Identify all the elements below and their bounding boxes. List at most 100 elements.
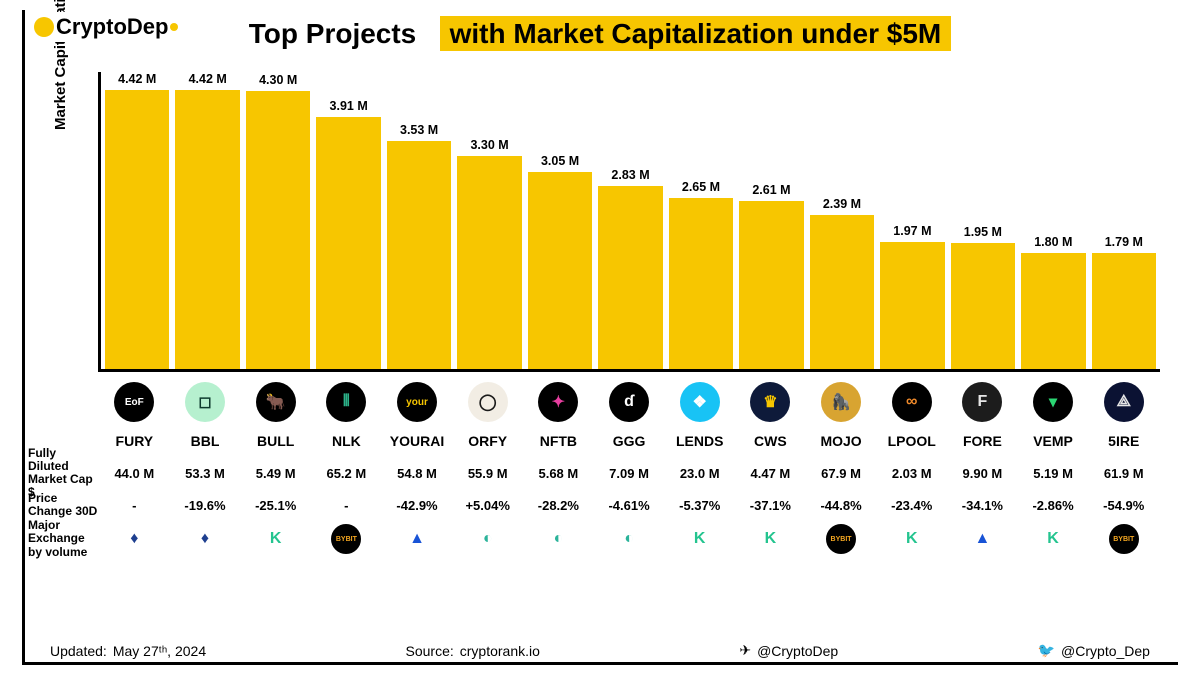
change-cell: -5.37% [667, 498, 732, 513]
project-icon: ⫴ [326, 382, 366, 422]
fdmc-cell: 54.8 M [385, 466, 450, 481]
fdmc-cell: 23.0 M [667, 466, 732, 481]
ticker-cell: GGG [597, 433, 662, 449]
bar-column: 3.05 M [528, 72, 592, 369]
bar-column: 4.30 M [246, 72, 310, 369]
exchange-row: ♦♦KBYBIT▲◐◐◐KKBYBITK▲KBYBIT [98, 524, 1160, 554]
source-value: cryptorank.io [460, 643, 540, 659]
telegram-icon: ✈ [739, 642, 751, 659]
bar-column: 2.83 M [598, 72, 662, 369]
exchange-cell: ▲ [950, 524, 1015, 554]
bar [175, 90, 239, 369]
bar [880, 242, 944, 369]
project-icon-cell: 🦍 [809, 382, 874, 422]
change-cell: -44.8% [809, 498, 874, 513]
ticker-cell: LENDS [667, 433, 732, 449]
telegram-handle: @CryptoDep [757, 643, 838, 659]
ticker-cell: CWS [738, 433, 803, 449]
project-icon-cell: ⫴ [314, 382, 379, 422]
project-icon-cell: EoF [102, 382, 167, 422]
ticker-cell: MOJO [809, 433, 874, 449]
project-icon: ∞ [892, 382, 932, 422]
change-cell: - [314, 498, 379, 513]
twitter-icon: 🐦 [1038, 642, 1055, 659]
updated-value: May 27ᵗʰ, 2024 [113, 643, 206, 659]
project-icon-cell: ⟁ [1091, 382, 1156, 422]
change-cell: -37.1% [738, 498, 803, 513]
project-icon-cell: ∞ [879, 382, 944, 422]
bar-value-label: 1.79 M [1105, 235, 1143, 249]
bar-chart: 4.42 M 4.42 M 4.30 M 3.91 M 3.53 M 3.30 M3.05… [98, 72, 1160, 372]
change-cell: +5.04% [455, 498, 520, 513]
bar [810, 215, 874, 369]
project-icon: 🦍 [821, 382, 861, 422]
bar-column: 4.42 M [175, 72, 239, 369]
exchange-icon: ◐ [473, 524, 503, 554]
project-icon: ⟁ [1104, 382, 1144, 422]
ticker-cell: NLK [314, 433, 379, 449]
bar-value-label: 1.97 M [893, 224, 931, 238]
exchange-icon: BYBIT [826, 524, 856, 554]
exchange-header: Major Exchange by volume [28, 519, 98, 559]
ticker-cell: BULL [243, 433, 308, 449]
bar-column: 3.30 M [457, 72, 521, 369]
exchange-icon: K [261, 524, 291, 554]
fdmc-cell: 65.2 M [314, 466, 379, 481]
change-cell: -54.9% [1091, 498, 1156, 513]
change-row: --19.6%-25.1%--42.9%+5.04%-28.2%-4.61%-5… [98, 498, 1160, 513]
ticker-cell: ORFY [455, 433, 520, 449]
bar-value-label: 4.42 M [118, 72, 156, 86]
project-icon: EoF [114, 382, 154, 422]
bar-value-label: 3.91 M [330, 99, 368, 113]
bar [669, 198, 733, 369]
exchange-icon: ▲ [967, 524, 997, 554]
project-icon: ✦ [538, 382, 578, 422]
exchange-cell: ♦ [173, 524, 238, 554]
fdmc-cell: 5.19 M [1021, 466, 1086, 481]
ticker-cell: BBL [173, 433, 238, 449]
project-icon-cell: ◻ [173, 382, 238, 422]
exchange-icon: ♦ [119, 524, 149, 554]
exchange-cell: ◐ [597, 524, 662, 554]
bar [387, 141, 451, 369]
exchange-cell: BYBIT [809, 524, 874, 554]
exchange-icon: K [1038, 524, 1068, 554]
project-icons-row: EoF◻🐂⫴your◯✦ɗ❖♛🦍∞F▾⟁ [98, 382, 1160, 422]
telegram-block: ✈ @CryptoDep [739, 642, 838, 659]
bar [951, 243, 1015, 369]
fdmc-cell: 67.9 M [809, 466, 874, 481]
title-part2: with Market Capitalization under $5M [440, 16, 952, 51]
bar [105, 90, 169, 369]
fdmc-cell: 61.9 M [1091, 466, 1156, 481]
bar-column: 1.95 M [951, 72, 1015, 369]
title-part1: Top Projects [249, 18, 417, 49]
bar-value-label: 1.80 M [1034, 235, 1072, 249]
exchange-cell: K [667, 524, 732, 554]
fdmc-cell: 4.47 M [738, 466, 803, 481]
ticker-cell: FORE [950, 433, 1015, 449]
change-cell: -23.4% [879, 498, 944, 513]
bar [316, 117, 380, 369]
project-icon-cell: ◯ [455, 382, 520, 422]
fdmc-cell: 2.03 M [879, 466, 944, 481]
brand-logo: CryptoDep [28, 12, 184, 42]
updated-label: Updated: [50, 643, 107, 659]
change-cell: -25.1% [243, 498, 308, 513]
fdmc-cell: 9.90 M [950, 466, 1015, 481]
bar-value-label: 4.42 M [189, 72, 227, 86]
change-cell: -2.86% [1021, 498, 1086, 513]
bar [1092, 253, 1156, 369]
bar [739, 201, 803, 370]
exchange-cell: K [243, 524, 308, 554]
bar-value-label: 3.53 M [400, 123, 438, 137]
source-block: Source: cryptorank.io [406, 642, 540, 659]
bar-column: 2.65 M [669, 72, 733, 369]
bar [457, 156, 521, 369]
bar-value-label: 4.30 M [259, 73, 297, 87]
ticker-row: FURYBBLBULLNLKYOURAIORFYNFTBGGGLENDSCWSM… [98, 433, 1160, 449]
fdmc-cell: 55.9 M [455, 466, 520, 481]
footer: Updated: May 27ᵗʰ, 2024 Source: cryptora… [50, 642, 1150, 659]
project-icon-cell: ♛ [738, 382, 803, 422]
exchange-cell: ♦ [102, 524, 167, 554]
fdmc-cell: 44.0 M [102, 466, 167, 481]
